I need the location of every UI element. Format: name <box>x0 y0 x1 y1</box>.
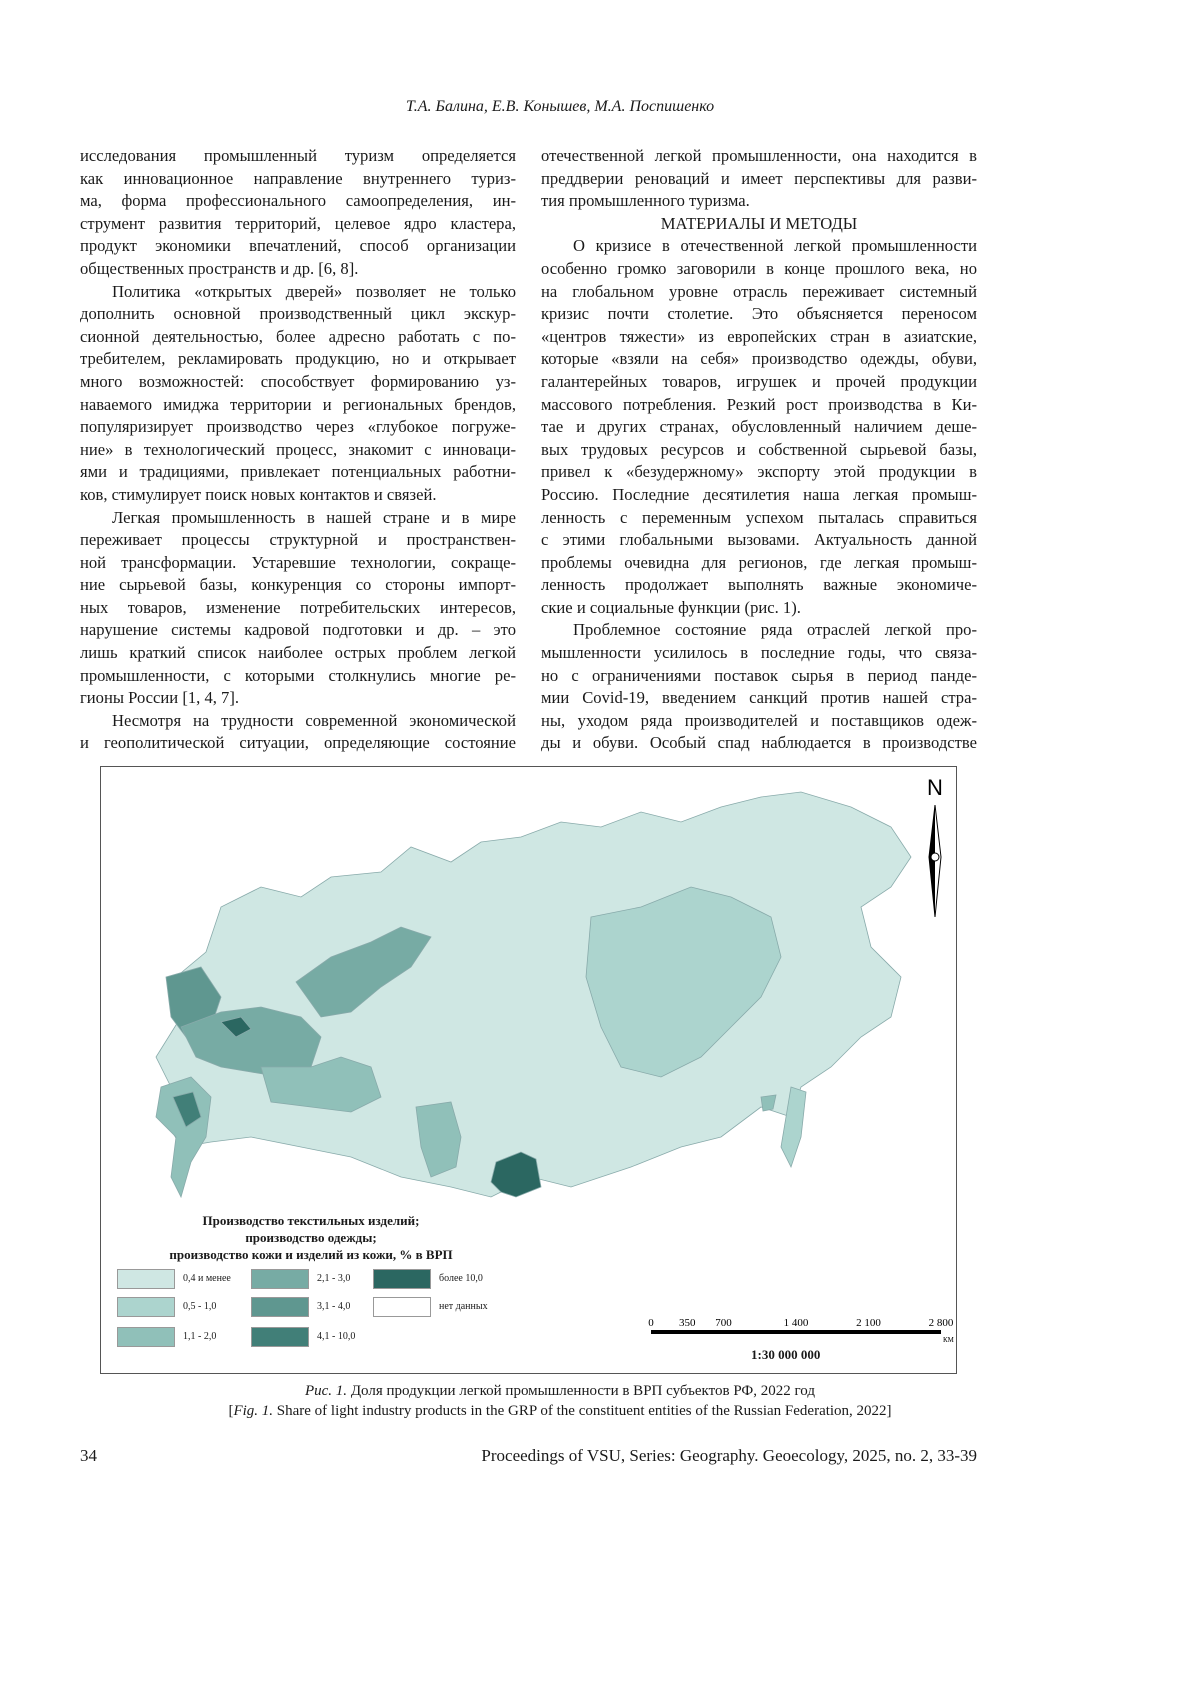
section-heading: МАТЕРИАЛЫ И МЕТОДЫ <box>541 213 977 236</box>
caption-ru: Рис. 1. Доля продукции легкой промышленн… <box>0 1383 1120 1400</box>
text-line: тае и других странах, обусловленный нали… <box>541 416 977 439</box>
legend-swatch <box>117 1297 175 1317</box>
text-line: требителем, рекламировать продукцию, но … <box>80 348 516 371</box>
legend-label: 3,1 - 4,0 <box>317 1301 350 1312</box>
text-line: переживает процессы структурной и простр… <box>80 529 516 552</box>
text-line: Политика «открытых дверей» позволяет не … <box>80 281 516 304</box>
text-line: особенно громко заговорили в конце прошл… <box>541 258 977 281</box>
text-line: как инновационное направление внутреннег… <box>80 168 516 191</box>
text-line: ны, уходом ряда производителей и поставщ… <box>541 710 977 733</box>
scale-bar-line <box>651 1330 941 1334</box>
text-line: Легкая промышленность в нашей стране и в… <box>80 507 516 530</box>
scale-unit: КМ <box>943 1336 955 1344</box>
text-line: сионной деятельностью, более адресно раб… <box>80 326 516 349</box>
text-line: проблемы очевидна для регионов, где легк… <box>541 552 977 575</box>
text-line: ды и обуви. Особый спад наблюдается в пр… <box>541 732 977 755</box>
text-line: ленность продолжает выполнять важные эко… <box>541 574 977 597</box>
right-column: отечественной легкой промышленности, она… <box>541 145 977 755</box>
legend-swatch <box>117 1327 175 1347</box>
caption-ru-label: Рис. 1. <box>305 1383 347 1399</box>
text-line: ями и традициями, привлекает потенциальн… <box>80 461 516 484</box>
text-line: ма, форма профессионального самоопределе… <box>80 190 516 213</box>
text-line: мии Covid-19, введением санкций против н… <box>541 687 977 710</box>
journal-footer: Proceedings of VSU, Series: Geography. G… <box>481 1446 977 1466</box>
legend-label: более 10,0 <box>439 1273 483 1284</box>
text-line: ние сырьевой базы, конкуренция со сторон… <box>80 574 516 597</box>
text-line: кризис почти столетие. Это объясняется п… <box>541 303 977 326</box>
legend-label: 1,1 - 2,0 <box>183 1331 216 1342</box>
page-number: 34 <box>80 1446 97 1466</box>
scale-tick-label: 350 <box>679 1317 696 1329</box>
legend-swatch <box>251 1297 309 1317</box>
text-line: популяризирует производство через «глубо… <box>80 416 516 439</box>
legend-label: 2,1 - 3,0 <box>317 1273 350 1284</box>
scale-tick-label: 2 800 <box>929 1317 954 1329</box>
paper-page: Т.А. Балина, Е.В. Конышев, М.А. Поспишен… <box>0 0 1200 1698</box>
legend-label: 4,1 - 10,0 <box>317 1331 355 1342</box>
text-line: которые «взяли на себя» производство оде… <box>541 348 977 371</box>
scale-tick-label: 700 <box>715 1317 732 1329</box>
north-label: N <box>927 775 943 800</box>
text-line: и геополитической ситуации, определяющие… <box>80 732 516 755</box>
text-line: ной трансформации. Устаревшие технологии… <box>80 552 516 575</box>
text-line: Россию. Последние десятилетия наша легка… <box>541 484 977 507</box>
caption-en: [Fig. 1. Share of light industry product… <box>0 1403 1120 1420</box>
legend-swatch <box>251 1327 309 1347</box>
scale-tick-label: 1 400 <box>784 1317 809 1329</box>
scale-tick-label: 0 <box>648 1317 654 1329</box>
text-line: ных товаров, изменение потребительских и… <box>80 597 516 620</box>
caption-en-label: Fig. 1. <box>233 1403 273 1419</box>
text-line: много возможностей: способствует формиро… <box>80 371 516 394</box>
legend-title-line: производство одежды; <box>111 1229 511 1246</box>
text-line: ков, стимулирует поиск новых контактов и… <box>80 484 516 507</box>
text-line: Несмотря на трудности современной эконом… <box>80 710 516 733</box>
text-line: массового потребления. Резкий рост произ… <box>541 394 977 417</box>
text-line: мышленности усилилось в последние годы, … <box>541 642 977 665</box>
legend-swatch <box>117 1269 175 1289</box>
figure-map: N 0 350 700 1 400 2 100 2 800 КМ Производство … <box>100 766 957 1374</box>
text-line: гионы России [1, 4, 7]. <box>80 687 516 710</box>
legend-title-line: производство кожи и изделий из кожи, % в… <box>111 1246 511 1263</box>
legend-label: 0,5 - 1,0 <box>183 1301 216 1312</box>
text-line: ние» в технологический процесс, знакомит… <box>80 439 516 462</box>
legend-swatch <box>373 1297 431 1317</box>
text-line: лишь краткий список наиболее острых проб… <box>80 642 516 665</box>
text-line: Проблемное состояние ряда отраслей легко… <box>541 619 977 642</box>
running-header: Т.А. Балина, Е.В. Конышев, М.А. Поспишен… <box>0 98 1120 116</box>
text-line: дополнить основной производственный цикл… <box>80 303 516 326</box>
legend-swatch <box>373 1269 431 1289</box>
legend-title-line: Производство текстильных изделий; <box>111 1212 511 1229</box>
text-line: промышленности, с которыми столкнулись м… <box>80 665 516 688</box>
scale-tick-label: 2 100 <box>856 1317 881 1329</box>
scale-ratio: 1:30 000 000 <box>751 1347 820 1363</box>
caption-ru-text: Доля продукции легкой промышленности в В… <box>347 1383 815 1399</box>
legend-swatch <box>251 1269 309 1289</box>
text-line: с этими глобальными вызовами. Актуальнос… <box>541 529 977 552</box>
text-line: исследования промышленный туризм определ… <box>80 145 516 168</box>
text-line: но с ограничениями поставок сырья в пери… <box>541 665 977 688</box>
caption-en-text: Share of light industry products in the … <box>273 1403 892 1419</box>
text-line: преддверии реноваций и имеет перспективы… <box>541 168 977 191</box>
legend-label: нет данных <box>439 1301 488 1312</box>
text-line: ленность с переменным успехом пыталась с… <box>541 507 977 530</box>
text-line: отечественной легкой промышленности, она… <box>541 145 977 168</box>
text-line: привел к «безудержному» экспорту этой пр… <box>541 461 977 484</box>
text-line: галантерейных товаров, игрушек и прочей … <box>541 371 977 394</box>
text-line: на глобальном уровне отрасль переживает … <box>541 281 977 304</box>
text-line: общественных пространств и др. [6, 8]. <box>80 258 516 281</box>
text-line: нарушение системы кадровой подготовки и … <box>80 619 516 642</box>
legend-label: 0,4 и менее <box>183 1273 231 1284</box>
left-column: исследования промышленный туризм определ… <box>80 145 516 755</box>
text-line: вых трудовых ресурсов и собственной сырь… <box>541 439 977 462</box>
text-line: продукт экономики впечатлений, способ ор… <box>80 235 516 258</box>
text-line: тия промышленного туризма. <box>541 190 977 213</box>
text-line: О кризисе в отечественной легкой промышл… <box>541 235 977 258</box>
text-line: ские и социальные функции (рис. 1). <box>541 597 977 620</box>
scale-bar: 0 350 700 1 400 2 100 2 800 КМ <box>648 1317 954 1344</box>
text-line: наваемого имиджа территории и региональн… <box>80 394 516 417</box>
legend-title: Производство текстильных изделий; произв… <box>111 1212 511 1263</box>
text-line: струмент развития территорий, целевое яд… <box>80 213 516 236</box>
text-line: «центров тяжести» из европейских стран в… <box>541 326 977 349</box>
north-arrow: N <box>927 775 943 917</box>
